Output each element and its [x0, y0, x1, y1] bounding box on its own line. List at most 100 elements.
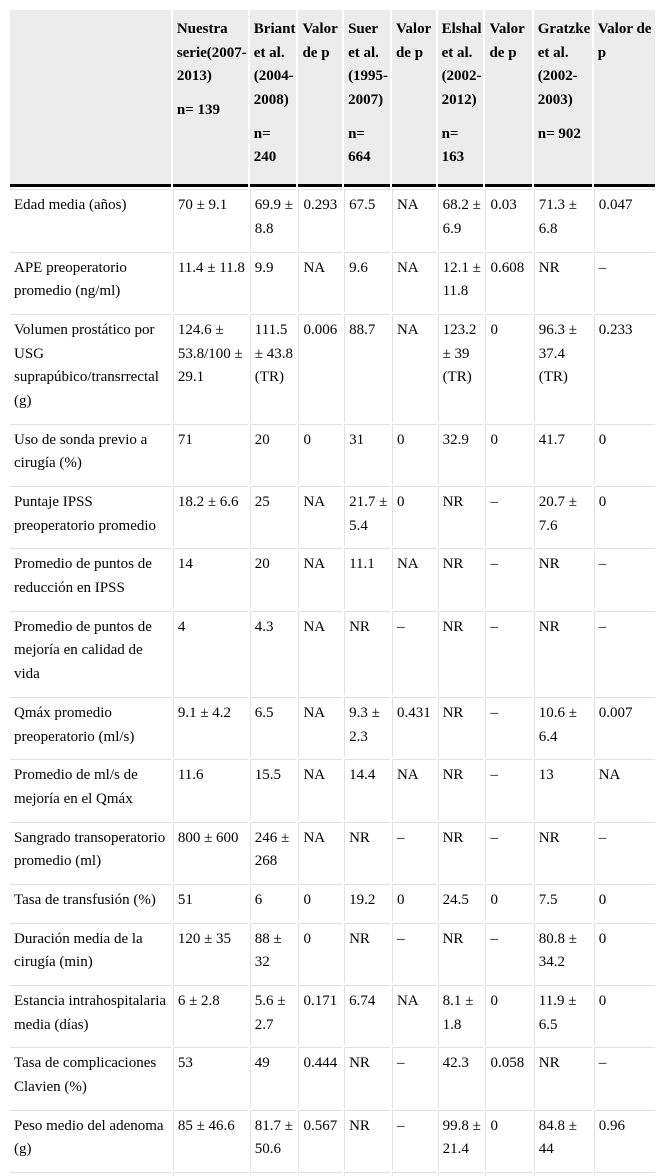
- data-cell: NR: [533, 251, 592, 312]
- data-cell: –: [593, 548, 655, 609]
- data-cell: 0.567: [298, 1109, 343, 1171]
- data-cell: NR: [533, 821, 592, 882]
- cell-value: 0.567: [303, 1117, 338, 1134]
- cell-value: –: [490, 767, 498, 784]
- cell-value: NR: [442, 556, 464, 573]
- data-cell: 21.7 ± 5.4: [344, 486, 390, 547]
- cell-value: 800 ± 600: [177, 829, 239, 846]
- cell-value: 68.2 ± 6.9: [442, 197, 481, 237]
- data-cell: –: [593, 1172, 655, 1176]
- data-cell: 20: [249, 423, 297, 484]
- cell-value: –: [396, 1055, 405, 1072]
- data-cell: 0: [298, 423, 343, 484]
- data-cell: 3.2: [344, 1172, 390, 1176]
- cell-value: NR: [442, 930, 464, 947]
- cell-value: –: [396, 829, 405, 846]
- table-row: Esclerosis de cuello vesical (%)18NR–3.2…: [10, 1172, 655, 1176]
- cell-value: 51: [177, 891, 193, 908]
- data-cell: –: [593, 251, 655, 312]
- data-cell: 88.7: [344, 313, 390, 422]
- data-cell: 99.8 ± 21.4: [437, 1109, 484, 1171]
- data-cell: NA: [298, 821, 343, 882]
- cell-value: 6 ± 2.8: [177, 993, 220, 1009]
- data-cell: 84.8 ± 44: [533, 1109, 592, 1171]
- cell-value: NR: [349, 1117, 370, 1134]
- data-cell: 31: [344, 423, 390, 484]
- cell-value: 0.608: [490, 259, 525, 276]
- data-cell: 9.6: [344, 251, 390, 312]
- data-cell: 24.5: [437, 883, 484, 921]
- cell-value: 96.3 ± 37.4 (TR): [538, 321, 577, 386]
- data-cell: 51: [172, 883, 248, 921]
- cell-value: 31: [349, 431, 365, 448]
- cell-value: NA: [303, 618, 326, 635]
- data-cell: 0.047: [593, 189, 655, 250]
- cell-value: NR: [442, 704, 464, 721]
- data-cell: NR: [533, 1047, 592, 1108]
- cell-value: 20: [254, 431, 270, 448]
- data-cell: 6.5: [249, 696, 297, 758]
- cell-value: 0: [396, 431, 405, 448]
- data-cell: 0: [391, 423, 436, 484]
- row-label: Sangrado transoperatorio promedio (ml): [10, 821, 171, 882]
- study-sample-size: n= 664: [348, 125, 371, 166]
- data-cell: 0.006: [298, 313, 343, 422]
- study-column-header: Nuestra serie(2007-2013) n= 139: [172, 10, 248, 188]
- data-cell: 11.6: [172, 759, 248, 820]
- study-column-header: Valor de p: [485, 10, 532, 188]
- cell-value: NA: [303, 704, 326, 721]
- cell-value: 0.007: [598, 704, 633, 721]
- data-cell: 14: [172, 548, 248, 609]
- data-cell: 0.293: [298, 189, 343, 250]
- cell-value: 0: [598, 930, 607, 947]
- data-cell: 15.5: [249, 759, 297, 820]
- data-cell: NR: [533, 1172, 592, 1176]
- table-row: Qmáx promedio preoperatorio (ml/s) 9.1 ± …: [10, 696, 655, 758]
- data-cell: NR: [437, 486, 484, 547]
- data-cell: –: [485, 922, 532, 983]
- cell-value: NR: [349, 930, 370, 947]
- cell-value: 11.1: [349, 556, 375, 573]
- cell-value: NR: [538, 829, 560, 846]
- study-name: Elshal et al. (2002-2012): [441, 21, 482, 109]
- data-cell: 8.1 ± 1.8: [437, 985, 484, 1046]
- data-cell: 0.03: [485, 189, 532, 250]
- study-name: Gratzke et al. (2002-2003): [537, 21, 591, 109]
- study-column-header: Briant et al. (2004-2008) n= 240: [249, 10, 297, 188]
- cell-value: 14.4: [349, 767, 376, 784]
- cell-value: 25: [254, 494, 270, 510]
- cell-value: 49: [254, 1055, 270, 1072]
- table-row: Uso de sonda previo a cirugía (%) 71 20 0 31…: [10, 423, 655, 484]
- cell-value: 21.7 ± 5.4: [349, 494, 388, 534]
- data-cell: NR: [344, 610, 390, 695]
- table-row: Edad media (años) 70 ± 9.1 69.9 ± 8.8 0.293…: [10, 189, 655, 250]
- cell-value: –: [490, 930, 498, 947]
- cell-value: 32.9: [442, 431, 469, 448]
- table-row: Promedio de puntos de mejoría en calidad…: [10, 610, 655, 695]
- data-cell: 88 ± 32: [249, 922, 297, 983]
- data-cell: 4.3: [249, 610, 297, 695]
- cell-value: 84.8 ± 44: [538, 1117, 577, 1158]
- cell-value: 9.1 ± 4.2: [177, 704, 232, 721]
- cell-value: –: [490, 829, 498, 846]
- table-row: Duración media de la cirugía (min) 120 ± …: [10, 922, 655, 983]
- cell-value: –: [490, 618, 498, 635]
- data-cell: 800 ± 600: [172, 821, 248, 882]
- cell-value: 19.2: [349, 891, 376, 908]
- data-cell: 53: [172, 1047, 248, 1108]
- cell-value: 14: [177, 556, 193, 573]
- cell-value: –: [490, 556, 498, 573]
- cell-value: 5.6 ± 2.7: [254, 993, 286, 1033]
- data-cell: 71.3 ± 6.8: [533, 189, 592, 250]
- cell-value: 4: [177, 618, 186, 635]
- cell-value: –: [396, 618, 405, 635]
- data-cell: 6 ± 2.8: [172, 985, 248, 1046]
- cell-value: 0.233: [598, 321, 633, 338]
- study-column-header: Valor de p: [391, 10, 436, 188]
- data-cell: 0: [593, 423, 655, 484]
- data-cell: 19.2: [344, 883, 390, 921]
- cell-value: 69.9 ± 8.8: [254, 197, 294, 237]
- cell-value: NA: [396, 197, 419, 214]
- data-cell: NA: [391, 251, 436, 312]
- data-cell: 124.6 ± 53.8/100 ± 29.1: [172, 313, 248, 422]
